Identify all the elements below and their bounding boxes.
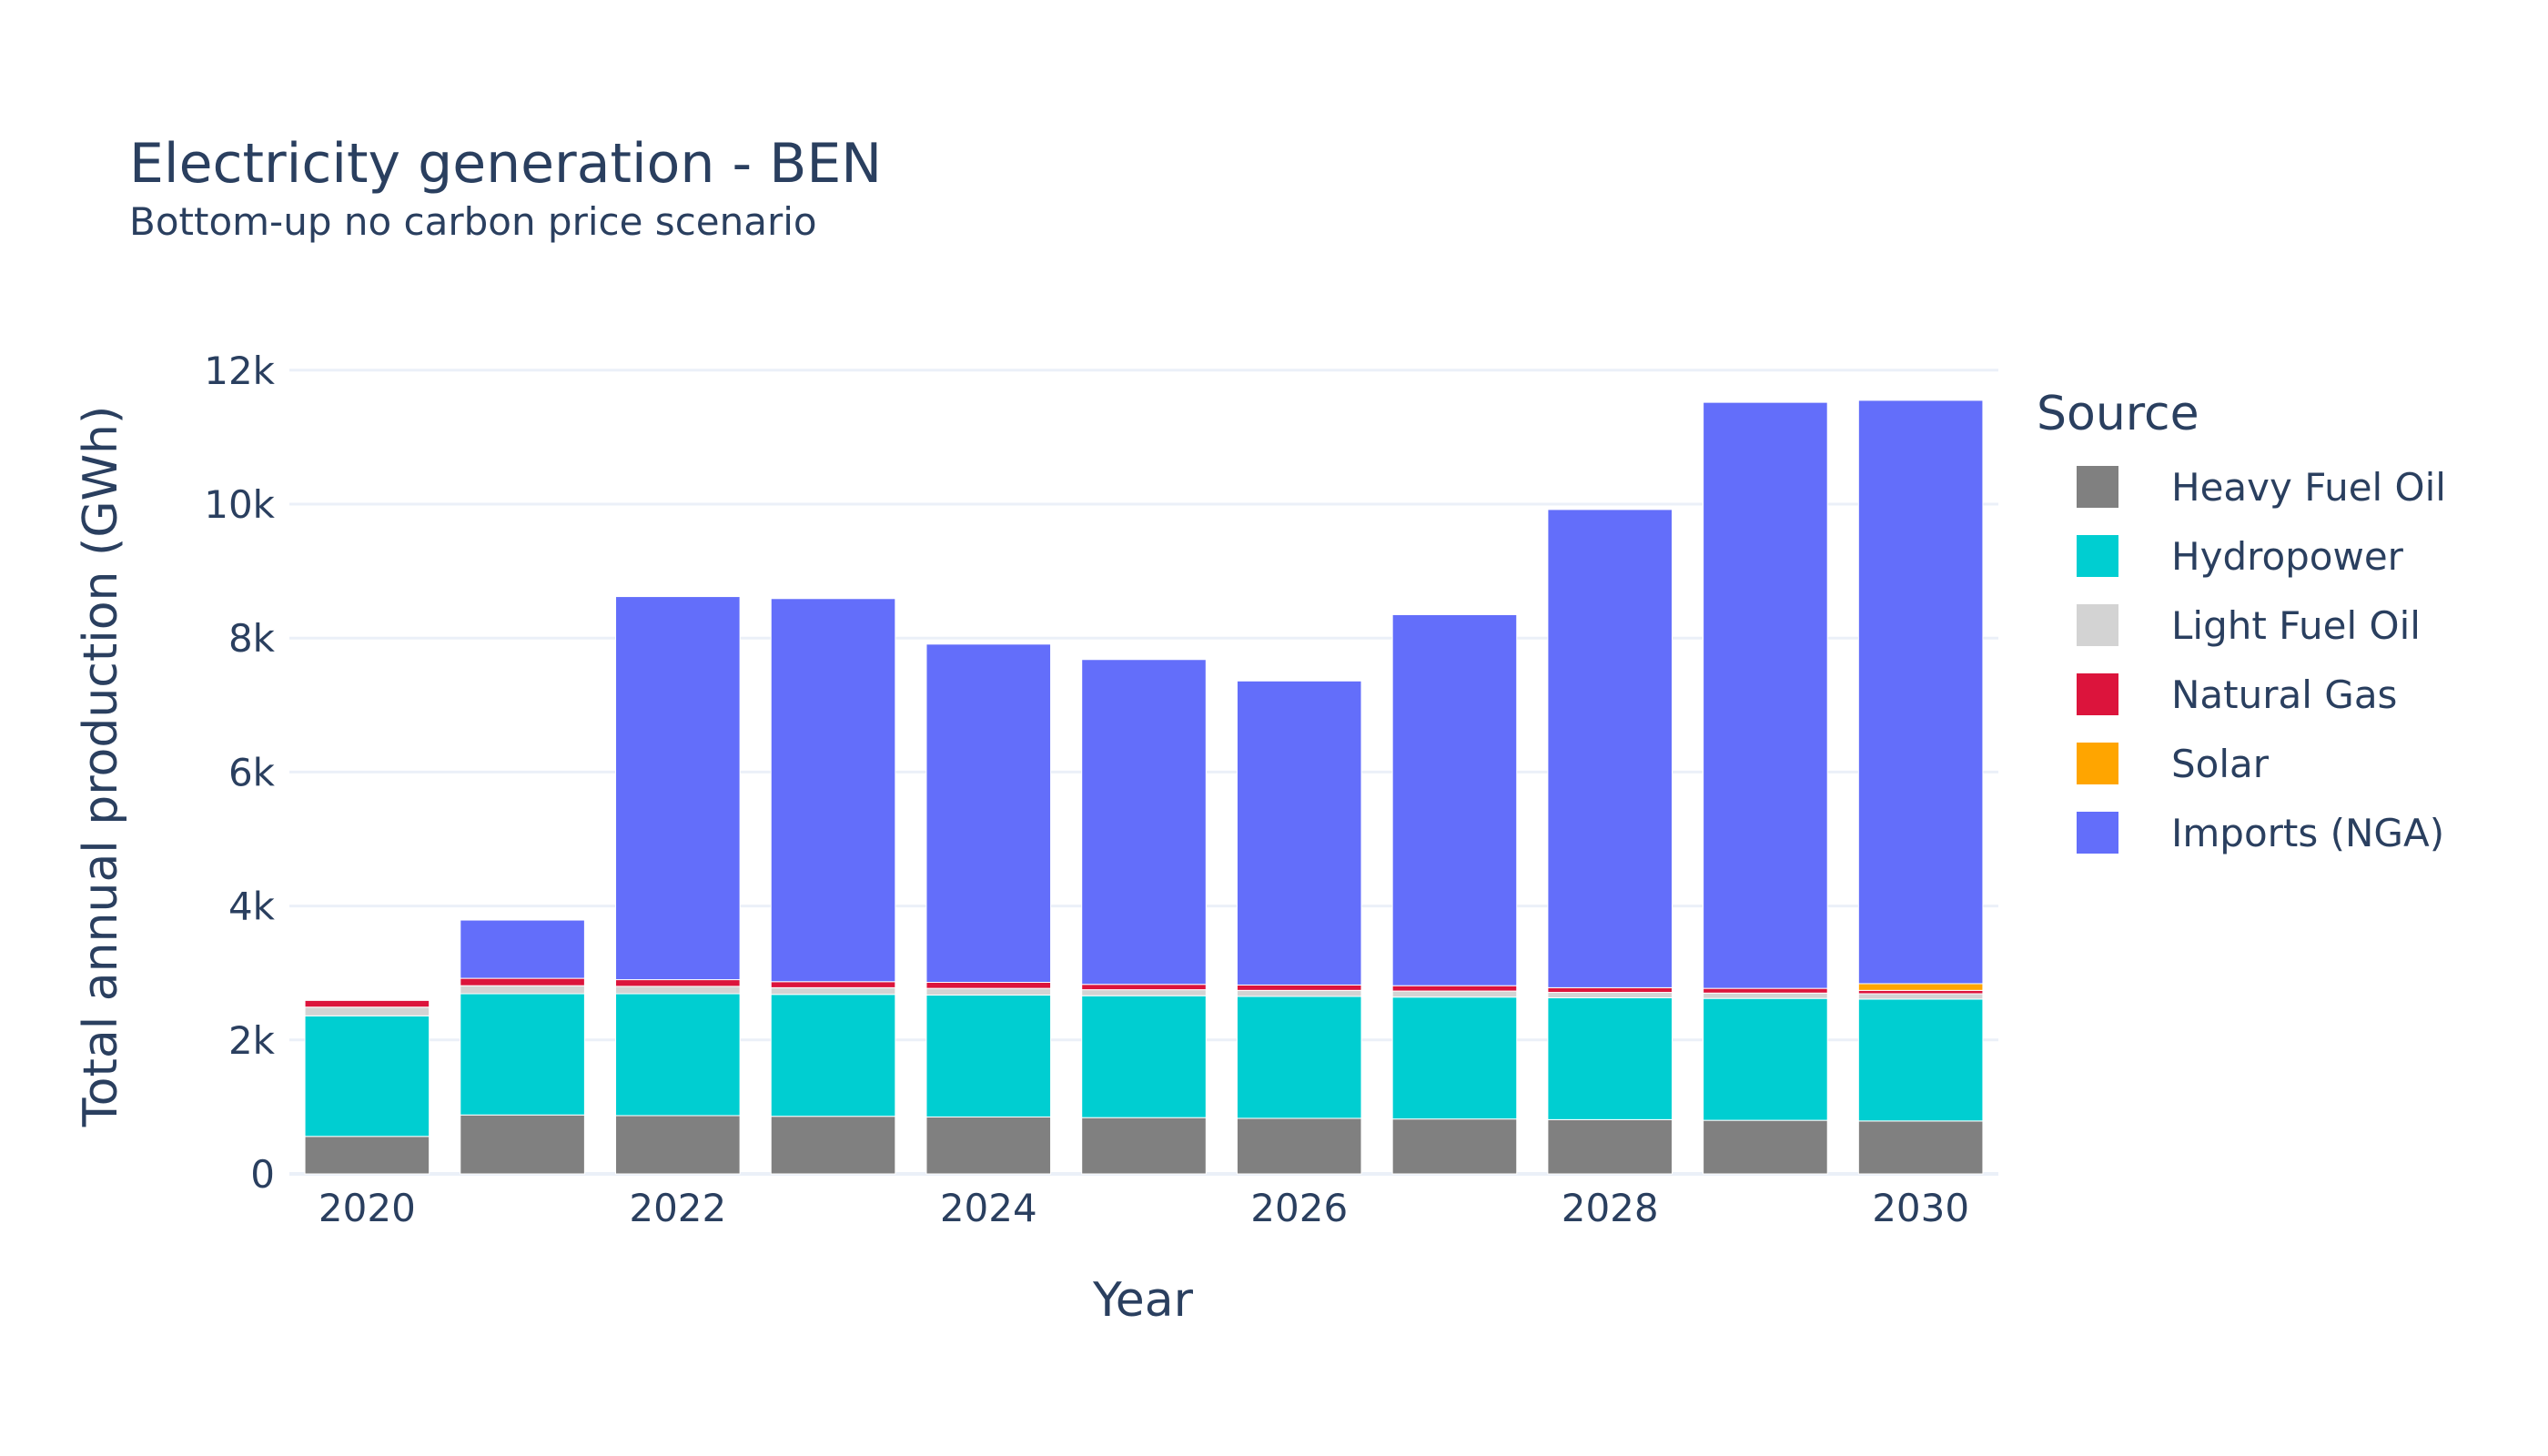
- bars: [304, 399, 1984, 1175]
- bar-segment: [925, 982, 1052, 989]
- bar-segment: [460, 1114, 585, 1175]
- bar-segment: [1236, 989, 1362, 997]
- bar-segment: [460, 993, 585, 1116]
- bar-segment: [1547, 986, 1673, 994]
- bar-segment: [1547, 992, 1673, 998]
- legend-swatch: [2077, 673, 2118, 715]
- legend-item-label: Heavy Fuel Oil: [2171, 465, 2446, 510]
- x-axis-title: Year: [1092, 1273, 1194, 1328]
- bar-segment: [1547, 996, 1673, 1120]
- x-tick-label: 2026: [1250, 1186, 1348, 1230]
- bar-segment: [460, 919, 585, 979]
- bar-segment: [1081, 995, 1207, 1118]
- bar-segment: [1857, 998, 1984, 1122]
- y-tick-label: 6k: [228, 750, 276, 794]
- legend-item-label: Imports (NGA): [2171, 811, 2444, 855]
- y-axis-ticks: 0 2k 4k 6k 8k 10k 12k: [204, 349, 275, 1197]
- bar-segment: [1703, 992, 1828, 999]
- legend-item-label: Hydropower: [2171, 534, 2404, 579]
- bar-segment: [304, 1015, 430, 1138]
- bar-segment: [1857, 993, 1984, 1000]
- y-axis-title: Total annual production (GWh): [74, 406, 128, 1128]
- bar-segment: [1236, 996, 1362, 1119]
- bar-segment: [615, 993, 741, 1117]
- bar-segment: [1703, 401, 1828, 989]
- legend-swatch: [2077, 604, 2118, 646]
- x-tick-label: 2030: [1872, 1186, 1969, 1230]
- bar-segment: [1391, 990, 1518, 998]
- x-tick-label: 2028: [1562, 1186, 1659, 1230]
- bar-segment: [1236, 1117, 1362, 1175]
- bar-segment: [460, 985, 585, 995]
- bar-segment: [925, 643, 1052, 984]
- legend-item-label: Solar: [2171, 742, 2270, 786]
- bar-segment: [1391, 985, 1518, 992]
- bar-segment: [615, 596, 741, 981]
- legend-swatch: [2077, 812, 2118, 854]
- bar-segment: [770, 981, 896, 988]
- x-tick-label: 2022: [629, 1186, 726, 1230]
- bar-segment: [615, 1115, 741, 1175]
- y-tick-label: 10k: [204, 482, 275, 527]
- bar-segment: [1081, 989, 1207, 996]
- bar-segment: [1391, 613, 1518, 986]
- x-tick-label: 2024: [940, 1186, 1037, 1230]
- y-tick-label: 8k: [228, 616, 276, 661]
- bar-segment: [304, 999, 430, 1008]
- bar-segment: [925, 1116, 1052, 1175]
- legend-swatch: [2077, 743, 2118, 784]
- bar-segment: [925, 994, 1052, 1117]
- bar-segment: [1857, 1120, 1984, 1175]
- bar-segment: [1236, 680, 1362, 986]
- bar-segment: [1857, 983, 1984, 991]
- bar-segment: [1857, 399, 1984, 985]
- legend-swatch: [2077, 466, 2118, 508]
- bar-segment: [770, 598, 896, 983]
- bar-segment: [615, 986, 741, 995]
- bar-segment: [304, 1006, 430, 1016]
- bar-segment: [615, 979, 741, 987]
- bar-segment: [460, 977, 585, 986]
- y-tick-label: 2k: [228, 1018, 276, 1063]
- bar-segment: [1236, 984, 1362, 991]
- bar-segment: [1547, 1118, 1673, 1175]
- legend-item-label: Natural Gas: [2171, 672, 2397, 717]
- bar-segment: [1857, 989, 1984, 995]
- x-tick-label: 2020: [318, 1186, 416, 1230]
- legend-swatch: [2077, 535, 2118, 577]
- bar-segment: [1547, 509, 1673, 988]
- legend-item-label: Light Fuel Oil: [2171, 603, 2421, 648]
- y-tick-label: 0: [250, 1152, 275, 1197]
- bar-segment: [770, 1116, 896, 1175]
- chart-title: Electricity generation - BEN: [129, 132, 882, 196]
- bar-segment: [770, 986, 896, 996]
- x-axis-ticks: 2020 2022 2024 2026 2028 2030: [318, 1186, 1969, 1230]
- bar-segment: [304, 1136, 430, 1175]
- bar-segment: [1703, 997, 1828, 1121]
- bar-segment: [1391, 996, 1518, 1120]
- bar-segment: [1081, 659, 1207, 986]
- bar-segment: [925, 987, 1052, 996]
- bar-segment: [770, 994, 896, 1117]
- legend: Source Heavy Fuel Oil Hydropower Light Fue…: [2037, 387, 2446, 855]
- y-tick-label: 12k: [204, 349, 275, 393]
- y-tick-label: 4k: [228, 885, 276, 929]
- chart-subtitle: Bottom-up no carbon price scenario: [129, 199, 817, 244]
- bar-segment: [1703, 1119, 1828, 1175]
- bar-segment: [1081, 984, 1207, 991]
- bar-segment: [1081, 1117, 1207, 1175]
- bar-segment: [1703, 987, 1828, 994]
- legend-title: Source: [2037, 387, 2199, 441]
- bar-segment: [1391, 1118, 1518, 1175]
